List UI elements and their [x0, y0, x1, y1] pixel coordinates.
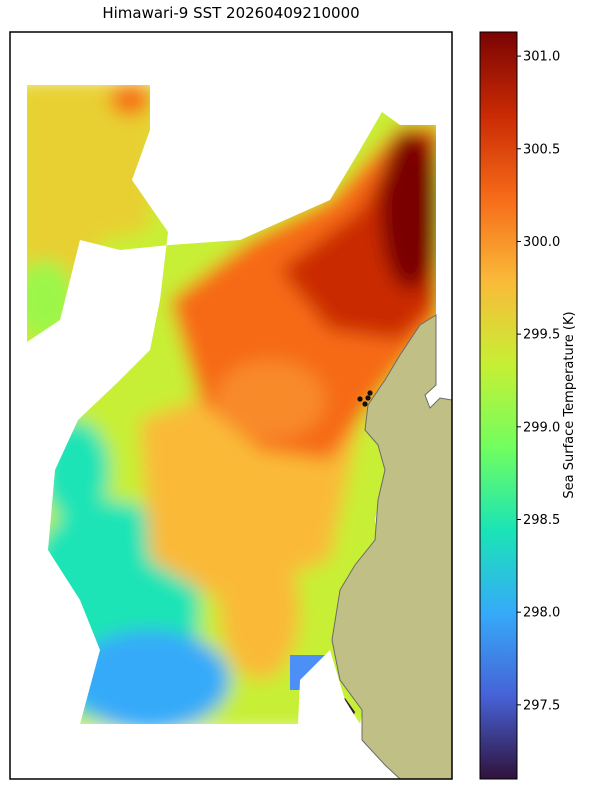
marker [365, 395, 371, 401]
map-title: Himawari-9 SST 20260409210000 [102, 4, 359, 22]
marker [357, 396, 363, 402]
colorbar-tick-label: 299.0 [523, 420, 560, 435]
land [331, 314, 453, 780]
colorbar-tick-label: 300.5 [523, 142, 560, 157]
colorbar-tick-label: 300.0 [523, 235, 560, 250]
colorbar-tick-label: 298.0 [523, 606, 560, 621]
marker [367, 390, 373, 396]
colorbar-tick-label: 299.5 [523, 328, 560, 343]
colorbar [479, 31, 518, 780]
colorbar-tick-label: 301.0 [523, 50, 560, 65]
markers [357, 390, 373, 407]
colorbar-tick-label: 297.5 [523, 698, 560, 713]
map-frame [9, 31, 453, 780]
colorbar-tick-label: 298.5 [523, 513, 560, 528]
colorbar-label: Sea Surface Temperature (K) [562, 311, 577, 498]
marker [362, 401, 368, 407]
